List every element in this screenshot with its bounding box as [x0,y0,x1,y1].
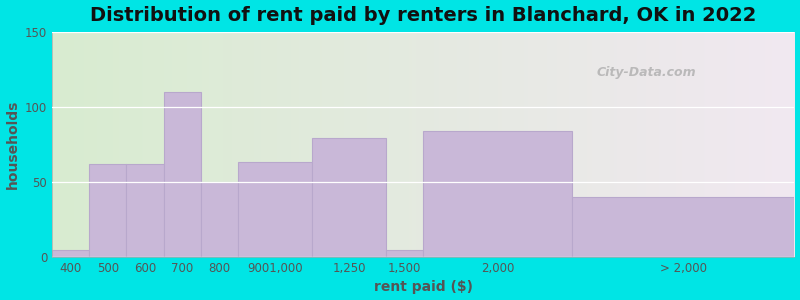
Bar [126,164,163,257]
Bar [386,250,423,257]
X-axis label: rent paid ($): rent paid ($) [374,280,473,294]
Bar [423,131,572,257]
Bar [238,162,312,257]
Bar [312,138,386,257]
Title: Distribution of rent paid by renters in Blanchard, OK in 2022: Distribution of rent paid by renters in … [90,6,757,25]
Bar [163,92,201,257]
Bar [572,197,794,257]
Bar [90,164,126,257]
Bar [52,250,90,257]
Y-axis label: households: households [6,100,19,189]
Bar [201,182,238,257]
Text: City-Data.com: City-Data.com [596,66,696,79]
